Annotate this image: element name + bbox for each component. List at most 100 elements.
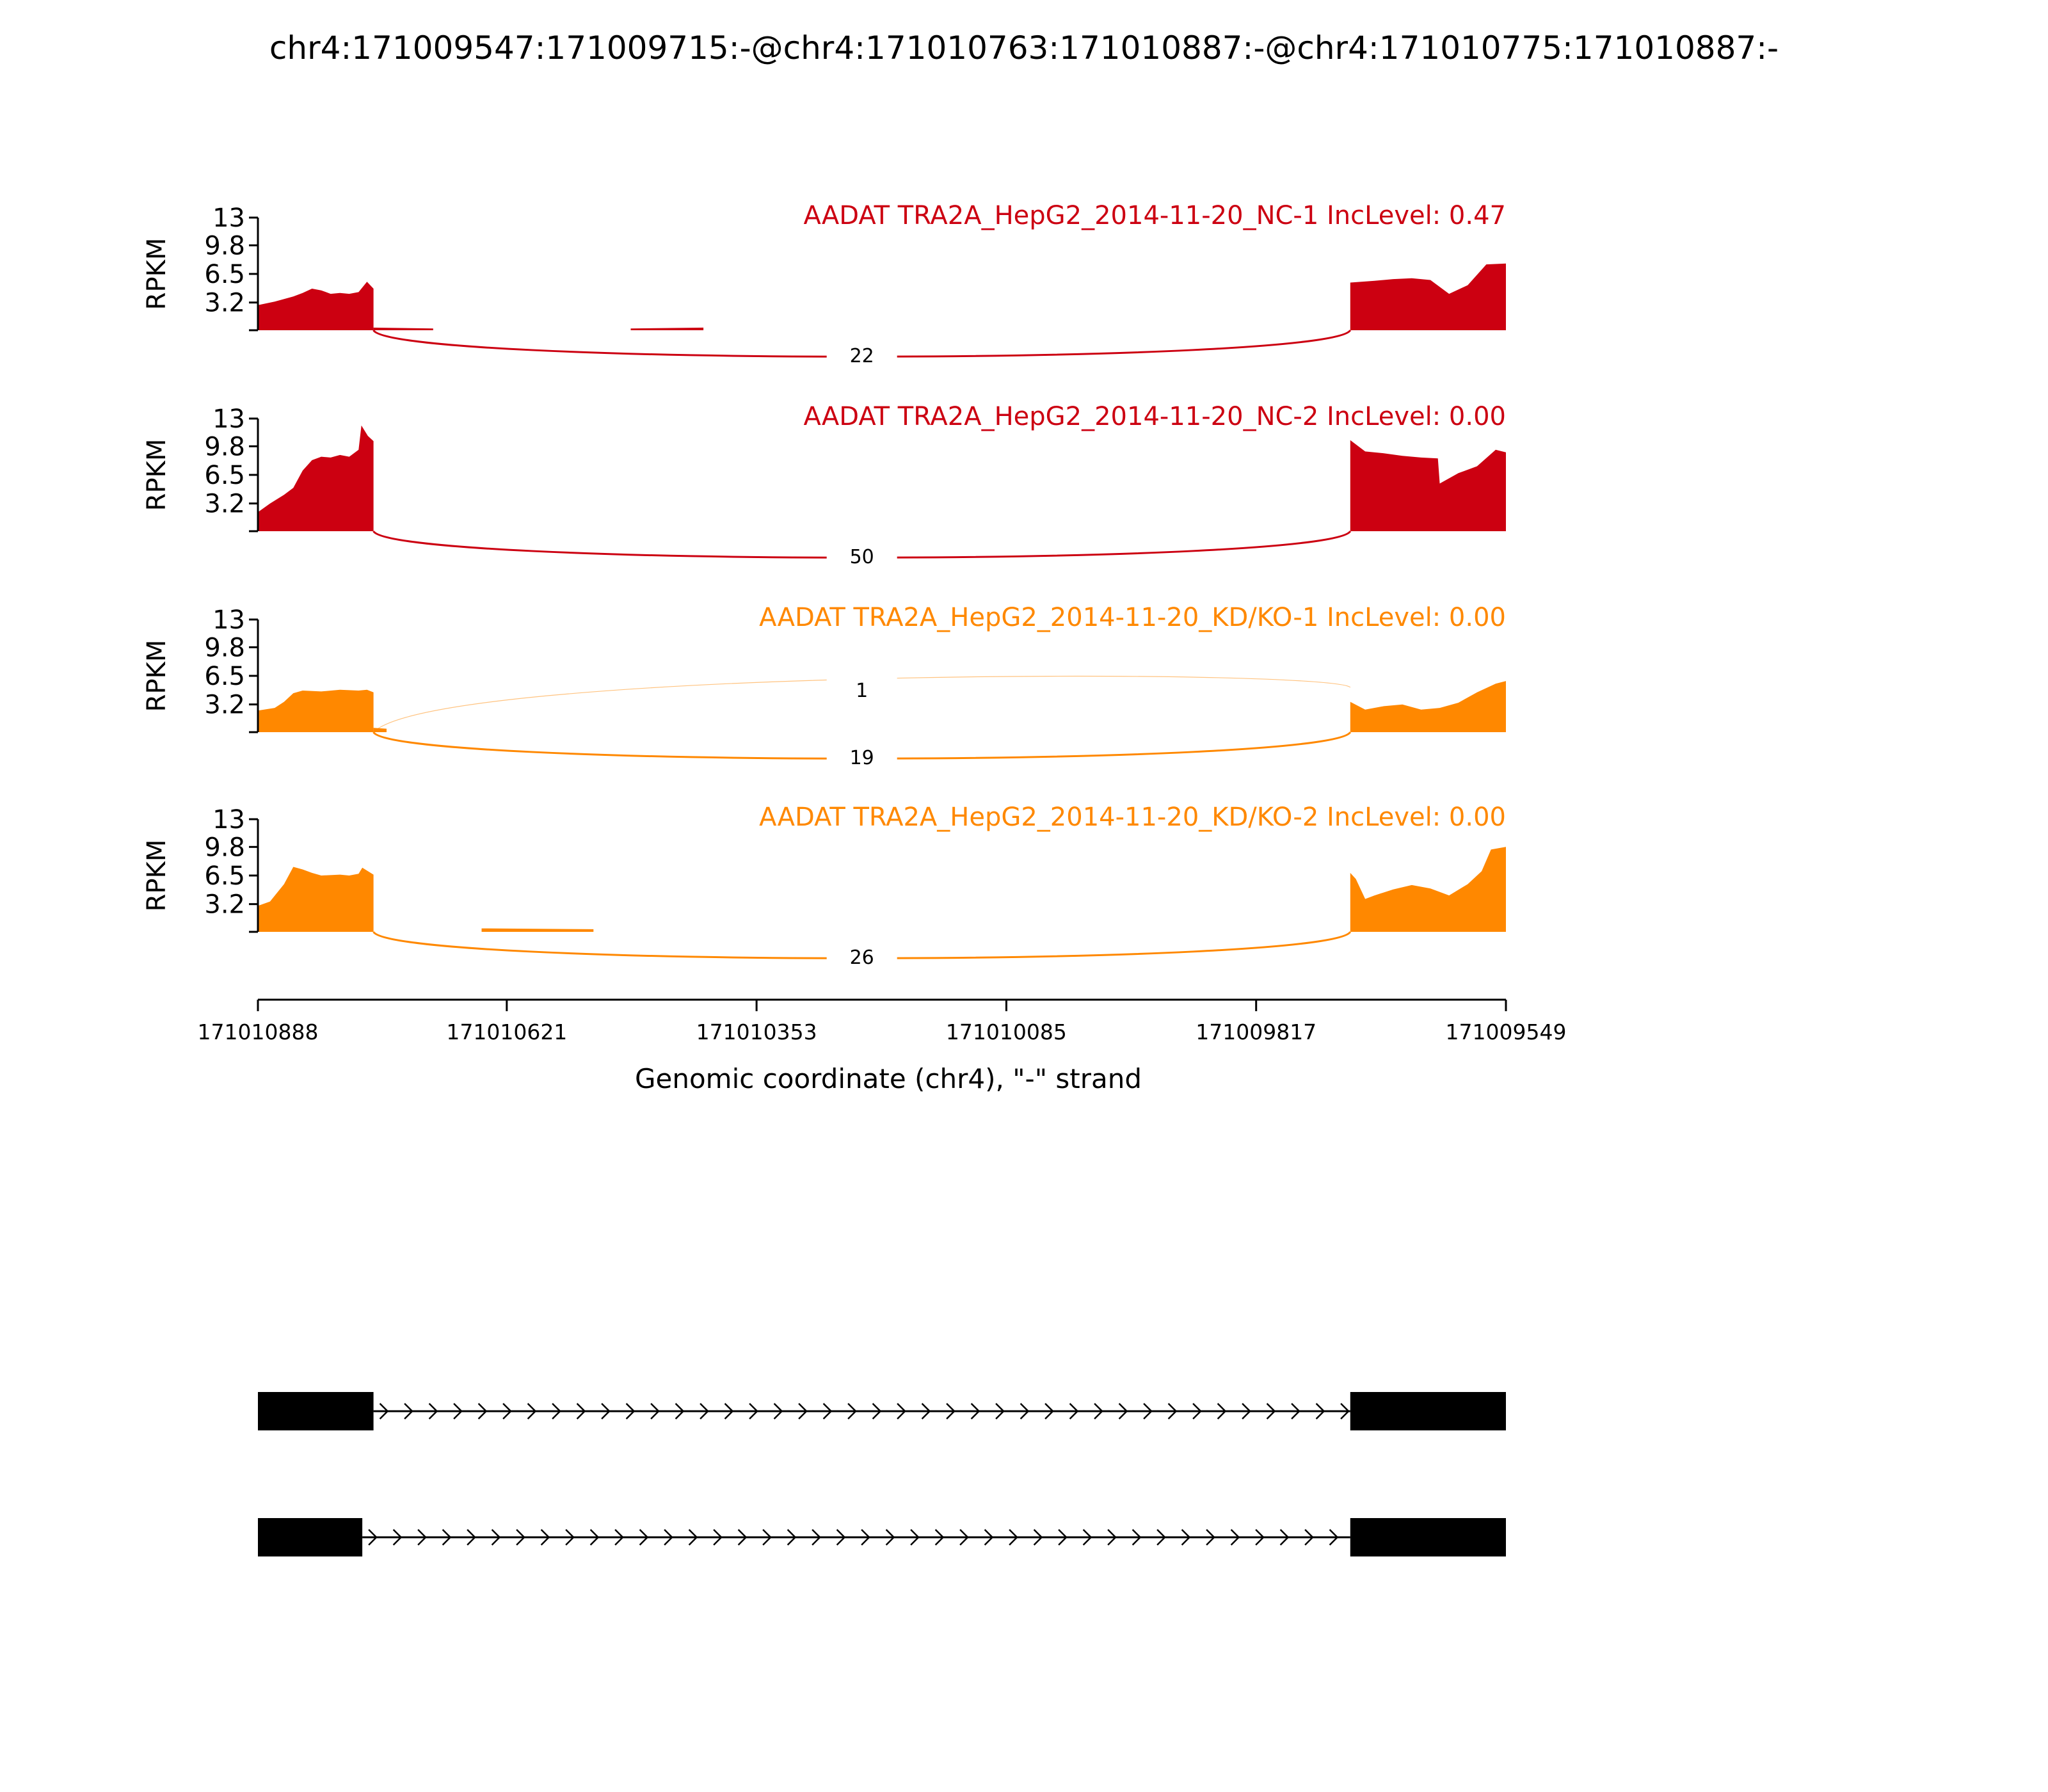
- strand-arrow: [1206, 1529, 1215, 1546]
- junction-label-bg: [826, 742, 897, 768]
- strand-arrow: [1266, 1403, 1276, 1420]
- strand-arrow: [565, 1529, 575, 1546]
- strand-arrow: [847, 1403, 857, 1420]
- strand-arrow: [368, 1529, 378, 1546]
- strand-arrow: [1217, 1403, 1227, 1420]
- junction-label-bg: [826, 340, 897, 366]
- junction-label-bg: [826, 541, 897, 567]
- y-tick-label: 3.2: [204, 691, 245, 720]
- strand-arrow: [1044, 1403, 1054, 1420]
- strand-arrow: [516, 1529, 525, 1546]
- y-tick-label: 6.5: [204, 461, 245, 490]
- y-axis-label: RPKM: [142, 439, 172, 511]
- strand-arrow: [417, 1529, 427, 1546]
- strand-arrow: [1107, 1529, 1117, 1546]
- coverage-area: [373, 728, 387, 732]
- coverage-area: [1350, 847, 1506, 932]
- strand-arrow: [453, 1403, 463, 1420]
- strand-arrow: [773, 1403, 783, 1420]
- exon-block: [258, 1518, 363, 1556]
- strand-arrow: [1315, 1403, 1325, 1420]
- junction-label-bg: [826, 675, 897, 701]
- strand-arrow: [1304, 1529, 1314, 1546]
- strand-arrow: [1230, 1529, 1240, 1546]
- junction-count: 1: [856, 680, 868, 702]
- junction-count: 22: [850, 345, 874, 367]
- coverage-area: [1350, 440, 1506, 531]
- strand-arrow: [861, 1529, 870, 1546]
- strand-arrow: [885, 1529, 895, 1546]
- x-tick-label: 171009549: [1446, 1020, 1567, 1044]
- strand-arrow: [552, 1403, 561, 1420]
- strand-arrow: [379, 1403, 389, 1420]
- strand-arrow: [970, 1403, 980, 1420]
- exon-block: [258, 1392, 374, 1430]
- strand-arrow: [921, 1403, 931, 1420]
- strand-arrow: [491, 1529, 501, 1546]
- strand-arrow: [995, 1403, 1005, 1420]
- junction-count: 19: [850, 747, 874, 769]
- strand-arrow: [540, 1529, 550, 1546]
- panel-1: 139.86.53.2 RPKM AADAT TRA2A_HepG2_2014-11…: [142, 201, 1506, 367]
- strand-arrow: [836, 1529, 846, 1546]
- strand-arrow: [1009, 1529, 1018, 1546]
- strand-arrow: [502, 1403, 512, 1420]
- chart-title: chr4:171009547:171009715:-@chr4:17101076…: [269, 29, 1779, 67]
- coverage-area: [1350, 681, 1506, 732]
- y-tick-label: 13: [212, 204, 245, 233]
- strand-arrow: [934, 1529, 945, 1546]
- coverage-area: [481, 928, 594, 932]
- x-tick-label: 171010085: [946, 1020, 1067, 1044]
- y-tick-label: 6.5: [204, 861, 245, 891]
- y-tick-label: 13: [212, 605, 245, 635]
- x-axis: 171010888 171010621 171010353 171010085 1710…: [198, 998, 1567, 1044]
- isoform-1: [258, 1392, 1506, 1430]
- coverage-area: [630, 327, 704, 330]
- y-tick-label: 13: [212, 805, 245, 835]
- x-tick-label: 171010621: [446, 1020, 567, 1044]
- y-tick-label: 9.8: [204, 432, 245, 461]
- panel-label: AADAT TRA2A_HepG2_2014-11-20_KD/KO-2 Inc…: [759, 803, 1506, 832]
- panel-2: 139.86.53.2 RPKM AADAT TRA2A_HepG2_2014-11…: [142, 402, 1506, 568]
- strand-arrow: [477, 1403, 488, 1420]
- junction-label-bg: [826, 942, 897, 968]
- strand-arrow: [576, 1403, 586, 1420]
- strand-arrow: [872, 1403, 882, 1420]
- coverage-area: [258, 282, 374, 330]
- y-axis-label: RPKM: [142, 840, 172, 912]
- y-tick-label: 9.8: [204, 231, 245, 260]
- x-tick-label: 171009817: [1196, 1020, 1316, 1044]
- y-tick-label: 3.2: [204, 289, 245, 318]
- strand-arrow: [798, 1403, 808, 1420]
- strand-arrow: [1242, 1403, 1251, 1420]
- strand-arrow: [822, 1403, 833, 1420]
- strand-arrow: [1132, 1529, 1142, 1546]
- strand-arrow: [812, 1529, 821, 1546]
- x-tick-label: 171010353: [696, 1020, 817, 1044]
- strand-arrow: [404, 1403, 413, 1420]
- strand-arrow: [910, 1529, 920, 1546]
- strand-arrow: [724, 1403, 734, 1420]
- strand-arrow: [946, 1403, 956, 1420]
- strand-arrow: [700, 1403, 709, 1420]
- y-axis-label: RPKM: [142, 640, 172, 712]
- strand-arrow: [1033, 1529, 1043, 1546]
- strand-arrow: [1143, 1403, 1153, 1420]
- y-tick-label: 6.5: [204, 260, 245, 289]
- strand-arrow: [1094, 1403, 1103, 1420]
- exon-block: [1350, 1518, 1506, 1556]
- y-tick-label: 3.2: [204, 490, 245, 519]
- strand-arrow: [589, 1529, 600, 1546]
- strand-arrow: [1279, 1529, 1290, 1546]
- strand-arrow: [688, 1529, 698, 1546]
- strand-arrow: [787, 1529, 797, 1546]
- strand-arrow: [1082, 1529, 1092, 1546]
- panel-label: AADAT TRA2A_HepG2_2014-11-20_NC-2 IncLev…: [803, 402, 1506, 431]
- junction-count: 50: [850, 546, 874, 568]
- strand-arrow: [442, 1529, 452, 1546]
- strand-arrow: [1291, 1403, 1300, 1420]
- strand-arrow: [1329, 1529, 1339, 1546]
- strand-arrow: [1255, 1529, 1265, 1546]
- strand-arrow: [1340, 1403, 1350, 1420]
